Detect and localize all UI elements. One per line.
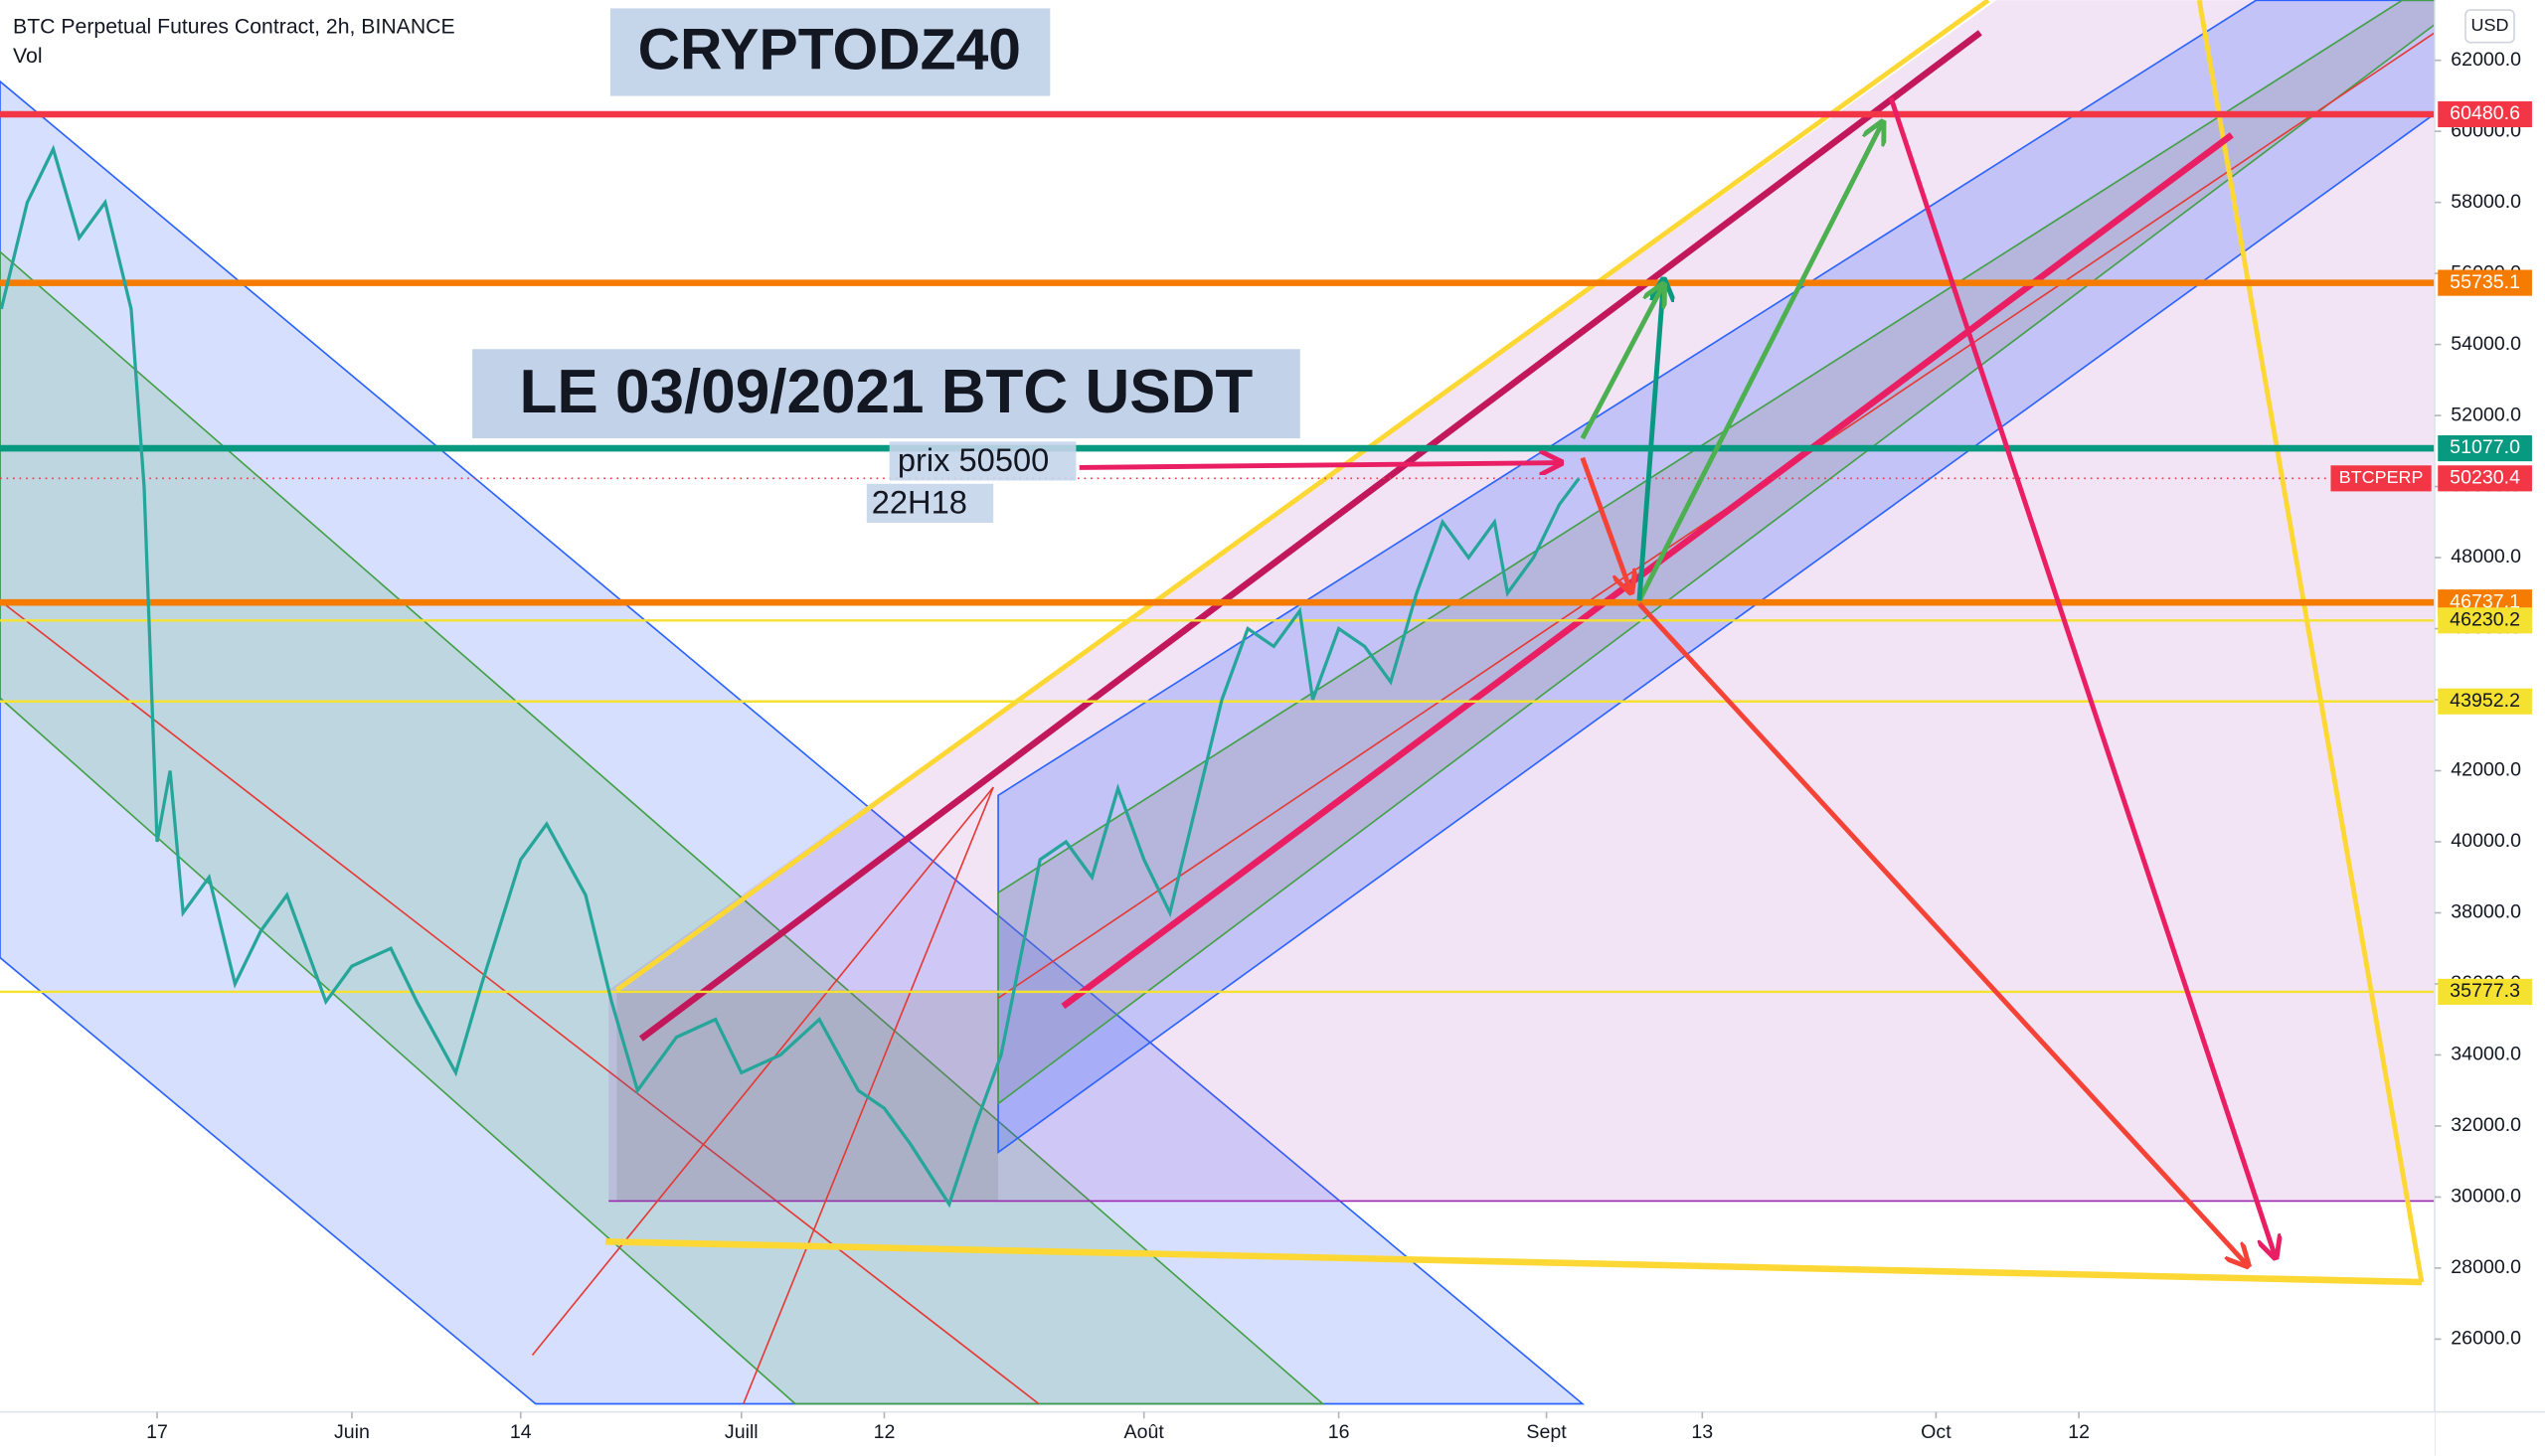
arrow: [1079, 463, 1562, 468]
level-label-box: [2438, 607, 2532, 634]
x-tick-label: 16: [1328, 1421, 1350, 1443]
y-tick-label: 30000.0: [2451, 1186, 2521, 1208]
y-tick-label: 58000.0: [2451, 191, 2521, 213]
yellow-line: [604, 1237, 2422, 1286]
y-tick-label: 52000.0: [2451, 404, 2521, 425]
level-label: 43952.2: [2450, 690, 2520, 712]
level-label-box: [2438, 435, 2532, 462]
arrows: [1079, 96, 2276, 1266]
volume-label: Vol: [13, 45, 42, 68]
y-tick-label: 28000.0: [2451, 1256, 2521, 1278]
currency: USD: [2471, 15, 2509, 35]
x-tick-label: Juill: [725, 1421, 759, 1443]
y-tick-label: 62000.0: [2451, 49, 2521, 71]
arrow: [1636, 279, 1663, 601]
price-axis: [2434, 0, 2545, 1456]
x-tick-label: 12: [2068, 1421, 2090, 1443]
x-tick-label: Août: [1124, 1421, 1165, 1443]
annotation: 22H18: [872, 484, 967, 521]
arrow: [1580, 456, 1631, 593]
arrow: [1580, 284, 1664, 440]
y-tick-label: 34000.0: [2451, 1044, 2521, 1065]
thin-red: [531, 786, 994, 1357]
level-label: 46737.1: [2450, 590, 2520, 612]
annotation-box: [472, 349, 1300, 439]
y-tick-label: 38000.0: [2451, 901, 2521, 923]
x-tick-label: 17: [146, 1421, 168, 1443]
current-price-name-box: [2330, 465, 2432, 492]
level-label: 55735.1: [2450, 271, 2520, 293]
y-tick-label: 32000.0: [2451, 1114, 2521, 1136]
level-label-box: [2438, 688, 2532, 715]
y-tick-label: 26000.0: [2451, 1328, 2521, 1350]
x-tick-label: Oct: [1921, 1421, 1951, 1443]
level-label: 35777.3: [2450, 980, 2520, 1002]
current-price-box: [2438, 465, 2532, 492]
down-channel-inner: [0, 250, 1325, 1405]
arrow: [1636, 122, 1883, 602]
annotation-box: [889, 441, 1077, 481]
levels: [0, 110, 2435, 994]
current-price-name: BTCPERP: [2339, 467, 2424, 487]
y-tick-label: 54000.0: [2451, 333, 2521, 355]
arrow: [1888, 96, 2276, 1257]
annotation: prix 50500: [898, 441, 1049, 478]
x-tick-label: 14: [510, 1421, 532, 1443]
level-label: 51077.0: [2450, 436, 2520, 458]
down-channel: [0, 80, 1586, 1405]
time-axis: [0, 1411, 2435, 1456]
down-midline: [0, 599, 1040, 1405]
x-tick-label: 12: [874, 1421, 896, 1443]
x-tick-label: Juin: [334, 1421, 370, 1443]
x-tick-label: Sept: [1526, 1421, 1567, 1443]
price-line: [0, 144, 1581, 1209]
y-tick-label: 48000.0: [2451, 546, 2521, 567]
yellow-line: [614, 0, 1990, 993]
axes: 26000.028000.030000.032000.034000.036000…: [146, 49, 2532, 1443]
drawings: [0, 0, 2436, 1405]
annotation: LE 03/09/2021 BTC USDT: [520, 358, 1254, 426]
annotation-box: [866, 483, 994, 523]
yellow-line: [2196, 0, 2425, 1283]
gray-box: [616, 990, 999, 1202]
header-title: BTC Perpetual Futures Contract, 2h, BINA…: [13, 16, 455, 39]
currency-box: [2464, 9, 2515, 44]
level-label-box: [2438, 269, 2532, 296]
x-tick-label: 13: [1691, 1421, 1713, 1443]
annotation: CRYPTODZ40: [638, 18, 1021, 82]
level-label-box: [2438, 100, 2532, 128]
price-series: [0, 144, 1581, 1209]
magenta-line: [638, 30, 1982, 1042]
annotation-box: [609, 8, 1051, 96]
arrow: [1637, 601, 2248, 1266]
y-tick-label: 42000.0: [2451, 759, 2521, 781]
level-label: 46230.2: [2450, 608, 2520, 630]
y-tick-label: 40000.0: [2451, 830, 2521, 852]
level-label: 60480.6: [2450, 102, 2520, 124]
current-price-label: 50230.4: [2450, 467, 2520, 489]
level-label-box: [2438, 978, 2532, 1005]
